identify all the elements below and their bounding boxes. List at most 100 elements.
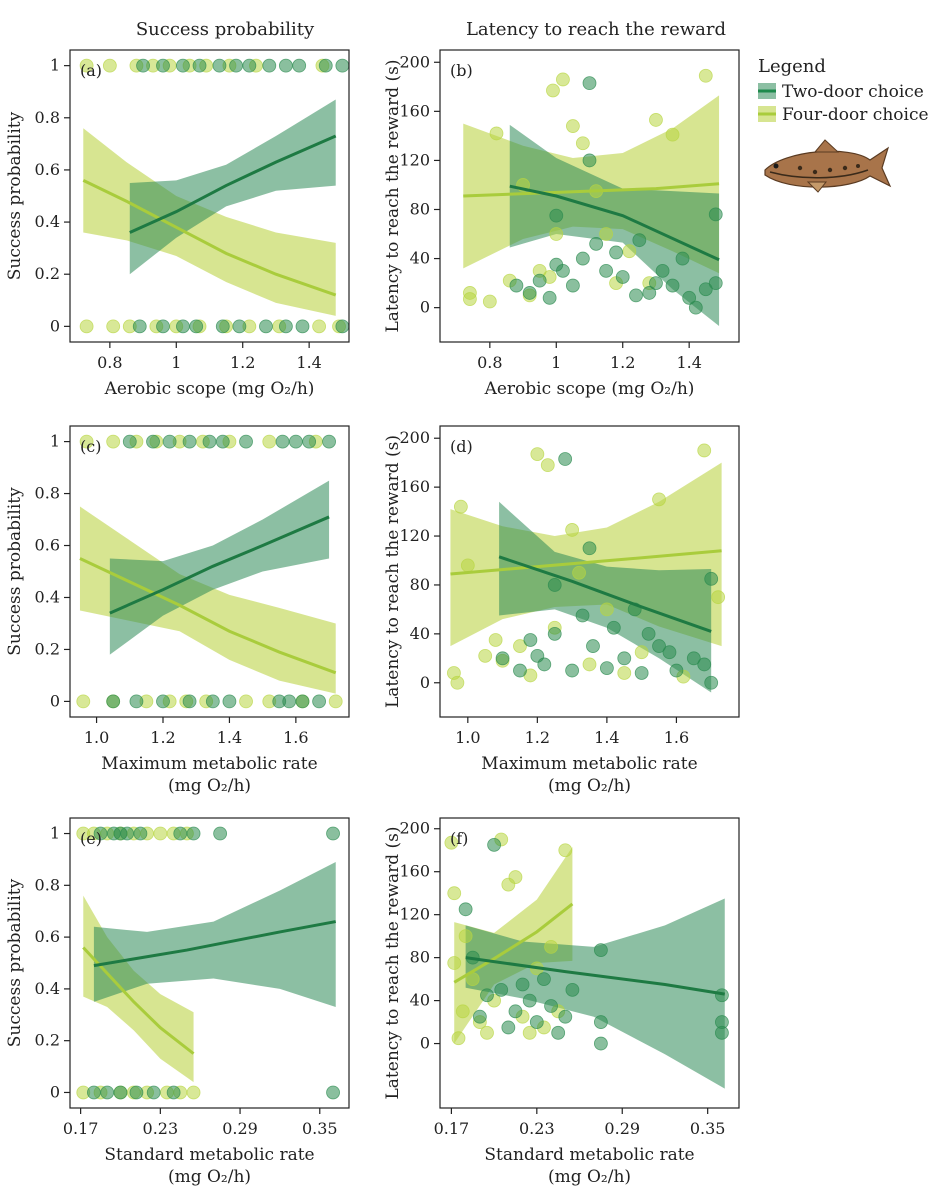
- point-two-door-c-3: [182, 434, 197, 449]
- point-four-door-b-14: [622, 244, 637, 259]
- point-four-door-d-4: [478, 648, 493, 663]
- x-tick-label-e-3: 0.35: [302, 1119, 338, 1138]
- point-two-door-c-0: [122, 434, 137, 449]
- point-four-door-d-18: [697, 443, 712, 458]
- point-two-door-a-9: [292, 58, 307, 73]
- x-tick-label-e-1: 0.23: [143, 1119, 179, 1138]
- x-axis-label-c-0: Maximum metabolic rate: [101, 754, 317, 774]
- plot-frame-a: [69, 49, 350, 343]
- point-four-door-a-19: [312, 319, 327, 334]
- x-tick-label-a-1: 1: [171, 353, 181, 372]
- point-four-door-b-2: [482, 294, 497, 309]
- fit-line-four-door-f: [453, 902, 574, 984]
- point-two-door-d-15: [652, 639, 666, 653]
- point-two-door-b-10: [599, 263, 614, 278]
- y-tick-label-c-3: 0.6: [35, 536, 60, 555]
- y-tick-label-d-1: 40: [410, 624, 430, 643]
- point-two-door-d-14: [641, 626, 656, 641]
- x-axis-label-d-1: (mg O₂/h): [548, 776, 631, 796]
- fit-line-four-door-b: [463, 182, 720, 198]
- y-tick-label-f-2: 80: [410, 948, 430, 967]
- y-tick-label-a-4: 0.8: [35, 108, 60, 127]
- point-four-door-f-11: [508, 870, 523, 884]
- point-four-door-a-10: [79, 319, 94, 334]
- fit-line-two-door-a: [129, 134, 337, 234]
- point-four-door-f-16: [544, 939, 558, 954]
- y-tick-label-a-1: 0.2: [35, 264, 60, 283]
- point-two-door-b-16: [655, 263, 670, 278]
- point-two-door-f-13: [551, 1025, 566, 1040]
- point-two-door-b-14: [642, 286, 657, 300]
- y-tick-label-a-3: 0.6: [35, 160, 60, 179]
- point-four-door-c-7: [262, 434, 277, 449]
- point-two-door-d-12: [617, 651, 632, 666]
- plot-area-f: [444, 832, 729, 1089]
- plot-area-b: [462, 68, 723, 327]
- point-four-door-d-3: [460, 558, 475, 573]
- y-tick-label-e-0: 0: [50, 1082, 60, 1101]
- x-axis-label-f-0: Standard metabolic rate: [484, 1145, 694, 1165]
- point-two-door-a-6: [242, 58, 257, 73]
- y-tick-label-d-3: 120: [399, 526, 430, 545]
- point-two-door-d-22: [547, 578, 562, 592]
- x-tick-label-b-0: 0.8: [477, 353, 502, 372]
- point-two-door-d-10: [599, 661, 614, 675]
- x-tick-label-a-2: 1.2: [230, 353, 255, 372]
- y-tick-label-c-4: 0.8: [35, 484, 60, 503]
- x-tick-label-c-3: 1.6: [283, 728, 308, 747]
- point-two-door-b-2: [532, 273, 547, 288]
- plot-area-d: [447, 443, 726, 693]
- point-two-door-c-13: [156, 694, 170, 709]
- panel-d: (d) 1.0 1.2 1.4 1.6 0 40 80 120 160 200 Maximum met…: [383, 425, 740, 796]
- point-four-door-b-8: [546, 83, 560, 98]
- point-four-door-b-7: [549, 227, 564, 241]
- point-two-door-f-21: [715, 1025, 729, 1040]
- point-four-door-d-13: [599, 602, 614, 617]
- x-tick-label-a-3: 1.4: [296, 353, 321, 372]
- y-axis-label-f: Latency to reach the reward (s): [383, 827, 403, 1100]
- panel-label-a: (a): [80, 61, 102, 80]
- point-two-door-f-10: [529, 1015, 544, 1029]
- y-tick-label-a-5: 1: [50, 56, 60, 75]
- point-two-door-b-23: [632, 233, 647, 248]
- point-four-door-d-15: [634, 645, 649, 660]
- point-two-door-b-3: [542, 290, 557, 305]
- point-two-door-e-4: [133, 826, 148, 841]
- point-two-door-e-3: [120, 826, 135, 841]
- point-four-door-b-19: [599, 227, 614, 241]
- x-axis-label-e-1: (mg O₂/h): [168, 1167, 251, 1187]
- point-two-door-c-19: [295, 694, 310, 709]
- y-tick-label-f-3: 120: [399, 905, 430, 924]
- point-two-door-f-9: [522, 993, 537, 1008]
- y-tick-label-b-4: 160: [399, 101, 430, 120]
- plot-frame-e: [69, 817, 350, 1109]
- point-two-door-f-19: [715, 988, 729, 1003]
- point-two-door-c-18: [282, 694, 297, 709]
- point-two-door-b-15: [649, 276, 663, 291]
- point-two-door-b-18: [682, 290, 697, 305]
- point-two-door-c-16: [222, 694, 237, 709]
- point-two-door-a-12: [132, 319, 147, 334]
- point-four-door-a-1: [102, 58, 117, 73]
- point-four-door-c-9: [76, 694, 91, 709]
- y-tick-label-c-2: 0.4: [35, 587, 60, 606]
- point-four-door-c-0: [79, 434, 94, 449]
- point-two-door-a-10: [318, 58, 333, 73]
- plot-frame-c: [69, 425, 350, 718]
- point-four-door-d-7: [530, 447, 545, 462]
- point-two-door-a-1: [156, 58, 170, 73]
- point-two-door-e-7: [213, 826, 228, 841]
- point-two-door-e-13: [146, 1085, 161, 1100]
- point-two-door-a-3: [192, 58, 207, 73]
- point-two-door-a-21: [335, 319, 349, 334]
- point-two-door-c-4: [202, 434, 217, 449]
- y-tick-label-e-5: 1: [50, 824, 60, 843]
- y-tick-label-f-1: 40: [410, 991, 430, 1010]
- point-four-door-d-2: [453, 499, 468, 514]
- y-tick-label-a-0: 0: [50, 316, 60, 335]
- point-four-door-f-13: [522, 1025, 537, 1040]
- point-two-door-b-21: [708, 207, 723, 222]
- x-tick-label-c-1: 1.2: [150, 728, 175, 747]
- fit-line-two-door-f: [465, 956, 726, 996]
